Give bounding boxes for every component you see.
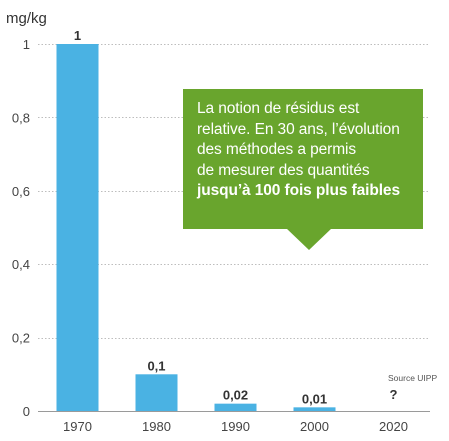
data-label: 1 <box>74 28 81 43</box>
annotation-pointer <box>286 228 332 250</box>
bars <box>56 44 336 411</box>
y-tick-label: 0,2 <box>12 331 30 346</box>
y-tick-label: 0,4 <box>12 257 30 272</box>
x-tick-label: 2020 <box>379 419 408 434</box>
bar <box>56 44 99 411</box>
data-label: ? <box>390 387 398 402</box>
x-tick-label: 2000 <box>300 419 329 434</box>
data-label: 0,1 <box>147 358 165 373</box>
bar <box>293 407 336 411</box>
y-tick-label: 0,6 <box>12 184 30 199</box>
x-tick-label: 1980 <box>142 419 171 434</box>
y-tick-label: 0 <box>23 404 30 419</box>
y-axis-title: mg/kg <box>6 10 47 27</box>
annotation-line: de mesurer des quantités <box>197 161 370 179</box>
annotation-emphasis: jusqu’à 100 fois plus faibles <box>197 182 400 199</box>
annotation-line: des méthodes a permis <box>197 141 357 158</box>
annotation-callout: La notion de résidus est relative. En 30… <box>183 89 423 229</box>
bar <box>135 374 178 411</box>
x-tick-label: 1990 <box>221 419 250 434</box>
annotation-line: relative. En 30 ans, l’évolution <box>197 120 400 138</box>
annotation-text: La notion de résidus est relative. En 30… <box>197 99 415 202</box>
y-tick-label: 0,8 <box>12 110 30 125</box>
x-tick-label: 1970 <box>63 419 92 434</box>
annotation-line: La notion de résidus est <box>197 100 360 117</box>
source-note: Source UIPP <box>388 373 437 383</box>
data-label: 0,02 <box>223 388 248 403</box>
bar <box>214 403 257 411</box>
y-tick-label: 1 <box>23 37 30 52</box>
data-label: 0,01 <box>302 391 327 406</box>
chart-labels: mg/kg Source UIPP 0 0,2 0,4 0,6 0,8 1 1 1970 0,1… <box>6 10 437 434</box>
